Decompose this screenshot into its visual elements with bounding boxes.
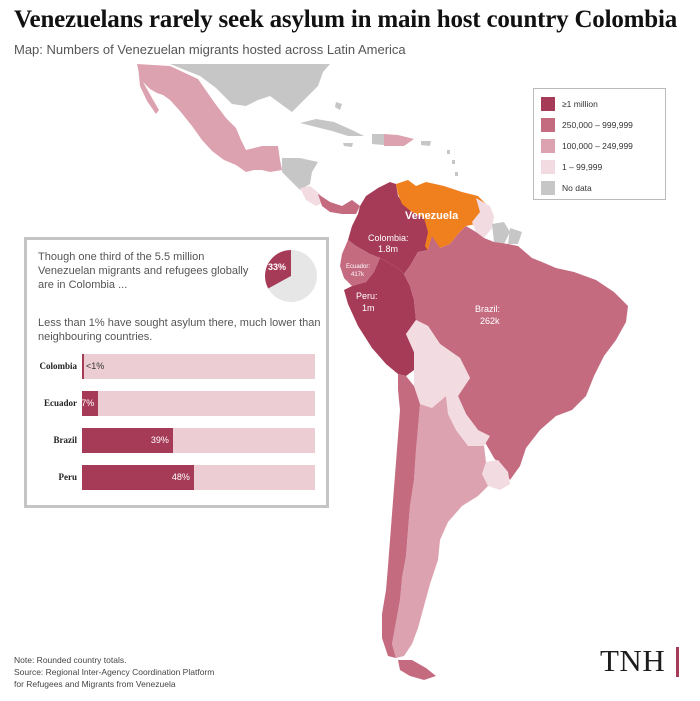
asylum-inset-panel: Though one third of the 5.5 million Vene… [24,237,329,508]
source-line: for Refugees and Migrants from Venezuela [14,679,176,689]
page-title: Venezuelans rarely seek asylum in main h… [14,6,678,33]
chile-region [382,374,420,658]
bar-track: <1% [82,354,315,379]
bar-ecuador [82,391,99,416]
map-legend: ≥1 million 250,000 – 999,999 100,000 – 2… [533,88,666,200]
legend-swatch [541,160,555,174]
bar-category-label: Brazil [53,435,78,445]
logo-accent-bar [676,647,679,677]
pie-share-label: 33% [268,262,287,272]
central-america-north-region [282,158,318,190]
bar-category-label: Ecuador [43,398,77,408]
tnh-logo: TNH [600,643,666,678]
bar-brazil [82,428,173,453]
source-line: Source: Regional Inter-Agency Coordinati… [14,667,215,677]
bar-track: 7% [81,391,315,416]
puerto-rico-region [421,141,431,146]
lesser-antilles-region [447,150,458,176]
ecuador-map-label-value: 417k [351,272,365,278]
ecuador-map-label-name: Ecuador: [346,264,370,270]
bar-value-label: 39% [150,435,169,445]
legend-swatch [541,139,555,153]
peru-region [344,258,416,376]
venezuela-map-label: Venezuela [405,210,459,222]
page-subtitle: Map: Numbers of Venezuelan migrants host… [14,42,406,57]
argentina-region [392,396,488,658]
legend-swatch [541,181,555,195]
legend-label: ≥1 million [562,99,598,109]
bahamas-region [335,102,342,110]
dominican-republic-region [384,134,414,146]
guatemala-region [262,146,282,172]
panama-region [318,194,360,214]
source-note: Note: Rounded country totals. Source: Re… [14,654,214,690]
legend-label: 100,000 – 249,999 [562,141,633,151]
cuba-region [300,119,364,136]
note-line: Note: Rounded country totals. [14,655,127,665]
colombia-region [348,182,432,274]
bar-peru [82,465,194,490]
brazil-map-label-name: Brazil: [475,304,500,314]
inset-intro-text: Though one third of the 5.5 million Vene… [38,251,249,291]
bar-category-label: Peru [58,472,78,482]
venezuela-region [396,180,486,254]
usa-region [170,64,330,112]
haiti-region [372,134,384,145]
legend-label: 250,000 – 999,999 [562,120,633,130]
guyana-region [472,198,494,238]
bolivia-region [406,320,470,408]
brazil-map-label-value: 262k [480,316,500,326]
bar-track: 48% [82,465,315,490]
ecuador-region [340,240,380,286]
share-pie-chart [265,250,317,302]
tierra-del-fuego-region [398,660,436,680]
bar-value-label: 48% [171,472,190,482]
legend-label: 1 – 99,999 [562,162,603,172]
jamaica-region [343,143,353,147]
peru-map-label-value: 1m [362,303,375,313]
mexico-region [137,64,278,172]
bar-value-label: <1% [86,361,105,371]
bar-colombia [82,354,84,379]
paraguay-region [446,396,490,446]
baja-california-region [138,66,159,114]
brazil-region [404,226,628,480]
bar-track: 39% [82,428,315,453]
pie-slice-colombia [265,250,291,289]
bar-value-label: 7% [81,398,95,408]
inset-asylum-text: Less than 1% have sought asylum there, m… [38,317,321,343]
colombia-map-label-name: Colombia: [368,233,409,243]
french-guiana-region [508,228,522,244]
peru-map-label-name: Peru: [356,291,378,301]
legend-swatch [541,97,555,111]
costa-rica-region [300,186,324,206]
uruguay-region [482,460,510,490]
suriname-region [492,222,510,244]
colombia-map-label-value: 1.8m [378,244,398,254]
legend-label: No data [562,183,592,193]
bar-category-label: Colombia [39,361,77,371]
legend-swatch [541,118,555,132]
